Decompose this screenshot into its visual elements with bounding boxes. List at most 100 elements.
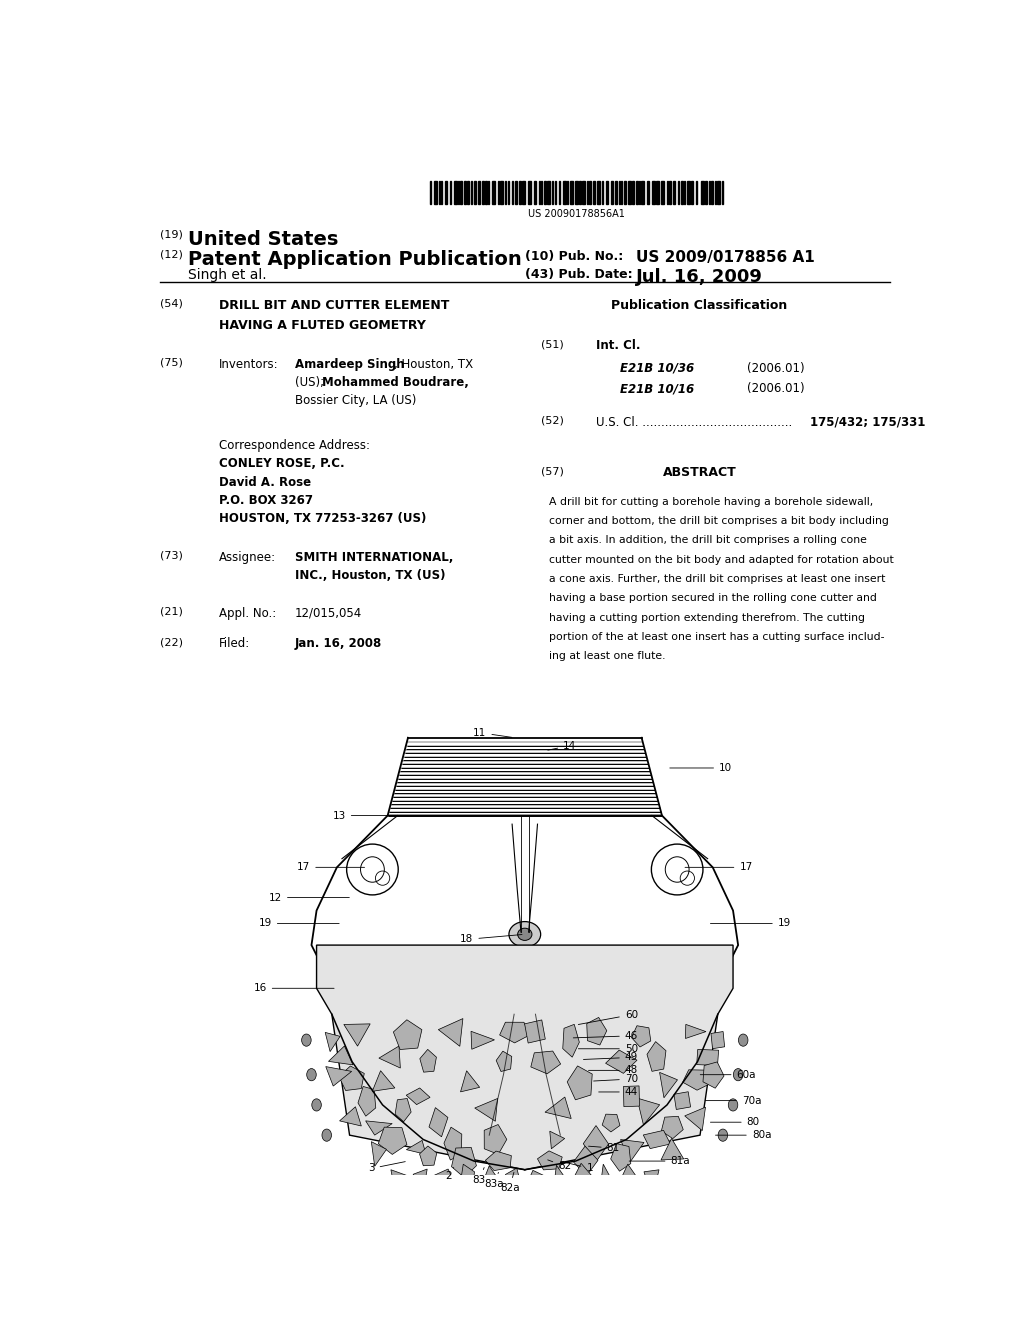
- Text: 14: 14: [548, 741, 577, 751]
- Text: 18: 18: [460, 935, 522, 944]
- Polygon shape: [407, 1140, 426, 1155]
- Text: David A. Rose: David A. Rose: [219, 475, 311, 488]
- Text: (54): (54): [160, 298, 182, 309]
- Text: HOUSTON, TX 77253-3267 (US): HOUSTON, TX 77253-3267 (US): [219, 512, 427, 525]
- Bar: [547, 181, 550, 205]
- Ellipse shape: [509, 921, 541, 946]
- Text: 11: 11: [473, 727, 512, 738]
- Text: (12): (12): [160, 249, 182, 260]
- Bar: [501, 181, 503, 205]
- Text: HAVING A FLUTED GEOMETRY: HAVING A FLUTED GEOMETRY: [219, 319, 426, 333]
- Text: having a base portion secured in the rolling cone cutter and: having a base portion secured in the rol…: [549, 594, 877, 603]
- Polygon shape: [662, 1138, 684, 1160]
- Polygon shape: [567, 1067, 592, 1100]
- Text: 19: 19: [711, 919, 792, 928]
- Bar: [593, 181, 595, 205]
- Text: 1: 1: [563, 1162, 593, 1173]
- Bar: [575, 181, 579, 205]
- Text: 83a: 83a: [484, 1172, 504, 1189]
- Text: (10) Pub. No.:: (10) Pub. No.:: [524, 249, 623, 263]
- Bar: [515, 181, 517, 205]
- Text: 82: 82: [548, 1160, 571, 1171]
- Text: (57): (57): [541, 466, 563, 477]
- Text: (52): (52): [541, 416, 563, 425]
- Bar: [670, 181, 671, 205]
- Text: Patent Application Publication: Patent Application Publication: [187, 249, 521, 269]
- Text: cutter mounted on the bit body and adapted for rotation about: cutter mounted on the bit body and adapt…: [549, 554, 893, 565]
- Polygon shape: [624, 1086, 639, 1106]
- Text: A drill bit for cutting a borehole having a borehole sidewall,: A drill bit for cutting a borehole havin…: [549, 496, 872, 507]
- Text: 60a: 60a: [700, 1069, 756, 1080]
- Text: 46: 46: [573, 1031, 638, 1040]
- Bar: [624, 181, 626, 205]
- Bar: [434, 181, 437, 205]
- Polygon shape: [685, 1107, 706, 1131]
- Bar: [493, 181, 496, 205]
- Polygon shape: [524, 1020, 546, 1043]
- Bar: [628, 181, 631, 205]
- Text: having a cutting portion extending therefrom. The cutting: having a cutting portion extending there…: [549, 612, 864, 623]
- Text: INC., Houston, TX (US): INC., Houston, TX (US): [295, 569, 445, 582]
- Bar: [478, 181, 479, 205]
- Polygon shape: [373, 1071, 395, 1092]
- Text: 80: 80: [711, 1117, 760, 1127]
- Text: Int. Cl.: Int. Cl.: [596, 339, 641, 352]
- Polygon shape: [379, 1045, 400, 1068]
- Bar: [555, 181, 556, 205]
- Bar: [580, 181, 581, 205]
- Text: 60: 60: [579, 1010, 638, 1024]
- Polygon shape: [553, 1166, 568, 1192]
- Circle shape: [738, 1034, 748, 1047]
- Polygon shape: [326, 1032, 340, 1052]
- Bar: [641, 181, 644, 205]
- Polygon shape: [444, 1127, 462, 1160]
- Polygon shape: [420, 1049, 436, 1072]
- Text: DRILL BIT AND CUTTER ELEMENT: DRILL BIT AND CUTTER ELEMENT: [219, 298, 450, 312]
- Polygon shape: [329, 1045, 353, 1065]
- Text: E21B 10/16: E21B 10/16: [620, 381, 694, 395]
- Text: , Houston, TX: , Houston, TX: [394, 358, 473, 371]
- Polygon shape: [602, 1114, 620, 1133]
- Bar: [582, 181, 585, 205]
- Bar: [597, 181, 600, 205]
- Text: Amardeep Singh: Amardeep Singh: [295, 358, 404, 371]
- Ellipse shape: [518, 928, 531, 940]
- Polygon shape: [605, 1051, 637, 1073]
- Bar: [706, 181, 707, 205]
- Text: Correspondence Address:: Correspondence Address:: [219, 440, 371, 451]
- Text: (21): (21): [160, 607, 182, 616]
- Bar: [662, 181, 664, 205]
- Bar: [552, 181, 553, 205]
- Text: Filed:: Filed:: [219, 638, 251, 651]
- Text: 2: 2: [445, 1168, 454, 1181]
- Polygon shape: [429, 1107, 447, 1137]
- Bar: [563, 181, 565, 205]
- Bar: [602, 181, 603, 205]
- Bar: [498, 181, 500, 205]
- Text: Singh et al.: Singh et al.: [187, 268, 266, 282]
- Text: ABSTRACT: ABSTRACT: [663, 466, 736, 479]
- Bar: [606, 181, 608, 205]
- Text: 50: 50: [579, 1044, 638, 1053]
- Bar: [528, 181, 531, 205]
- Bar: [632, 181, 634, 205]
- Polygon shape: [407, 1088, 430, 1105]
- Polygon shape: [413, 1170, 427, 1196]
- Polygon shape: [452, 1147, 476, 1177]
- Polygon shape: [620, 1164, 638, 1196]
- Bar: [691, 181, 693, 205]
- Text: 17: 17: [685, 862, 753, 873]
- Bar: [430, 181, 431, 205]
- Polygon shape: [344, 1024, 371, 1047]
- Text: Jul. 16, 2009: Jul. 16, 2009: [636, 268, 763, 286]
- Polygon shape: [391, 1170, 407, 1195]
- Bar: [673, 181, 675, 205]
- Circle shape: [728, 1098, 738, 1111]
- Text: 81: 81: [589, 1143, 620, 1154]
- Text: 48: 48: [589, 1065, 638, 1076]
- Text: (2006.01): (2006.01): [748, 362, 805, 375]
- Bar: [458, 181, 459, 205]
- Text: U.S. Cl. ........................................: U.S. Cl. ...............................…: [596, 416, 793, 429]
- Text: 12: 12: [268, 892, 349, 903]
- Polygon shape: [683, 1069, 712, 1090]
